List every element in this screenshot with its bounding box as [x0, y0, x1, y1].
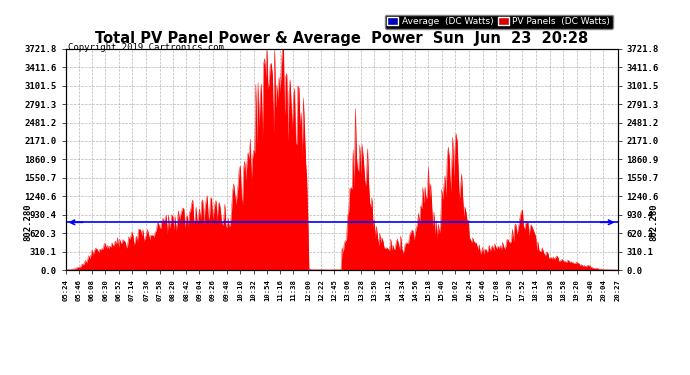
Legend: Average  (DC Watts), PV Panels  (DC Watts): Average (DC Watts), PV Panels (DC Watts) — [385, 15, 613, 29]
Text: 802.280: 802.280 — [649, 204, 658, 241]
Text: Copyright 2019 Cartronics.com: Copyright 2019 Cartronics.com — [68, 43, 224, 52]
Text: 802.280: 802.280 — [23, 204, 32, 241]
Title: Total PV Panel Power & Average  Power  Sun  Jun  23  20:28: Total PV Panel Power & Average Power Sun… — [95, 31, 588, 46]
